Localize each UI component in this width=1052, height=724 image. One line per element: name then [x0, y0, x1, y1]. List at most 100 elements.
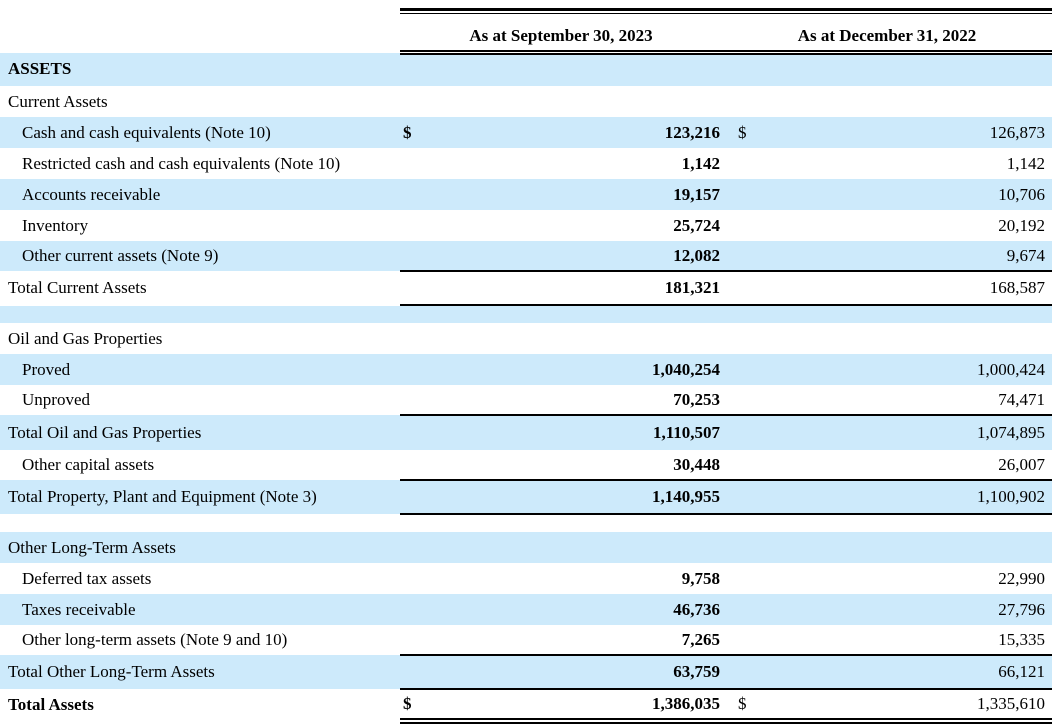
- table-body: ASSETS Current Assets Cash and cash equiva…: [0, 52, 1052, 724]
- value-2023: 25,724: [673, 215, 720, 235]
- column-header-2022: As at December 31, 2022: [722, 22, 1052, 55]
- value-2023: 9,758: [681, 568, 720, 588]
- currency-symbol-2023: [400, 532, 422, 563]
- value-2022: 9,674: [746, 241, 1052, 272]
- header-top-rule: [400, 0, 1052, 22]
- row-label: Cash and cash equivalents (Note 10): [22, 122, 271, 142]
- table-row: Total Current Assets 181,321 168,587: [0, 271, 1052, 306]
- table-row: Proved 1,040,254 1,000,424: [0, 354, 1052, 385]
- currency-symbol-2022: [722, 655, 746, 690]
- currency-symbol-2022: [722, 415, 746, 450]
- table-row: Restricted cash and cash equivalents (No…: [0, 148, 1052, 179]
- row-label: Other capital assets: [22, 455, 155, 474]
- value-2022: 1,335,610: [746, 689, 1052, 724]
- value-2022: 1,000,424: [977, 359, 1045, 379]
- currency-symbol-2022: [722, 148, 746, 179]
- row-label: Accounts receivable: [22, 184, 161, 204]
- table-row: Cash and cash equivalents (Note 10) $123,…: [0, 117, 1052, 148]
- table-row: ASSETS: [0, 52, 1052, 87]
- currency-symbol-2023: [400, 625, 422, 656]
- currency-symbol-2023: [400, 415, 422, 450]
- table-row: Other Long-Term Assets: [0, 532, 1052, 563]
- row-label: Other Long-Term Assets: [8, 537, 176, 557]
- row-label: Deferred tax assets: [22, 568, 152, 588]
- currency-symbol-2022: [722, 385, 746, 416]
- currency-symbol-2023: [400, 148, 422, 179]
- column-header-2023: As at September 30, 2023: [400, 22, 722, 55]
- value-2023: 19,157: [673, 184, 720, 204]
- row-label: Total Other Long-Term Assets: [8, 662, 215, 681]
- row-label: Total Assets: [8, 695, 94, 714]
- value-2022: [746, 86, 1052, 117]
- value-2023: 123,216: [664, 122, 720, 142]
- row-label: Taxes receivable: [22, 599, 136, 619]
- currency-symbol-2022: [722, 594, 746, 625]
- currency-symbol-2023: [400, 179, 422, 210]
- value-2022: [746, 53, 1052, 87]
- row-label: Oil and Gas Properties: [8, 328, 163, 348]
- value-2023: 12,082: [422, 241, 722, 272]
- row-label: Inventory: [22, 215, 89, 235]
- header-label-spacer: [0, 22, 400, 53]
- row-label: Restricted cash and cash equivalents (No…: [22, 153, 341, 173]
- table-row: Other long-term assets (Note 9 and 10) 7,…: [0, 625, 1052, 656]
- value-2023: 1,040,254: [652, 359, 720, 379]
- table-row: Deferred tax assets 9,758 22,990: [0, 563, 1052, 594]
- currency-symbol-2023: [400, 655, 422, 690]
- table-row: Total Property, Plant and Equipment (Not…: [0, 480, 1052, 515]
- value-2023: 70,253: [422, 385, 722, 416]
- spacer-cell: [0, 305, 1052, 323]
- currency-symbol-2022: [722, 179, 746, 210]
- spacer-row: [0, 514, 1052, 532]
- value-2023: 63,759: [422, 655, 722, 690]
- value-2023: 46,736: [673, 599, 720, 619]
- thick-thin-rule: [400, 8, 1052, 14]
- table-row: Oil and Gas Properties: [0, 323, 1052, 354]
- row-label: Current Assets: [8, 91, 108, 111]
- table-row: Other current assets (Note 9) 12,082 9,674: [0, 241, 1052, 272]
- currency-symbol-2023: [400, 86, 422, 117]
- currency-symbol-2023: [400, 450, 422, 481]
- row-label: Total Oil and Gas Properties: [8, 422, 202, 442]
- header-rule-spacer: [0, 0, 400, 22]
- value-2022: [746, 323, 1052, 354]
- row-label: Other current assets (Note 9): [22, 246, 219, 265]
- currency-symbol-2022: [722, 625, 746, 656]
- currency-symbol-2022: $: [738, 122, 746, 142]
- currency-symbol-2022: [722, 480, 746, 515]
- currency-symbol-2023: $: [403, 122, 412, 142]
- value-2022: 27,796: [998, 599, 1045, 619]
- table-row: Total Oil and Gas Properties 1,110,507 1,0…: [0, 415, 1052, 450]
- value-2023: [422, 532, 722, 563]
- value-2023: 7,265: [422, 625, 722, 656]
- value-2023: 1,386,035: [422, 689, 722, 724]
- currency-symbol-2023: [400, 241, 422, 272]
- currency-symbol-2022: [722, 532, 746, 563]
- column-header-row: As at September 30, 2023 As at December …: [0, 22, 1052, 55]
- row-label: Total Property, Plant and Equipment (Not…: [8, 487, 317, 506]
- currency-symbol-2022: [722, 241, 746, 272]
- table-row: Other capital assets 30,448 26,007: [0, 450, 1052, 481]
- value-2022: 1,142: [1006, 153, 1045, 173]
- value-2023: 1,110,507: [652, 423, 720, 442]
- value-2022: [746, 532, 1052, 563]
- currency-symbol-2023: $: [400, 689, 422, 724]
- currency-symbol-2022: [722, 271, 746, 306]
- value-2022: 66,121: [746, 655, 1052, 690]
- row-label: Unproved: [22, 390, 90, 409]
- currency-symbol-2023: [400, 271, 422, 306]
- currency-symbol-2023: [400, 594, 422, 625]
- currency-symbol-2023: [400, 480, 422, 515]
- row-label: Total Current Assets: [8, 278, 147, 297]
- row-label: ASSETS: [8, 59, 72, 79]
- table-row: Total Other Long-Term Assets 63,759 66,121: [0, 655, 1052, 690]
- currency-symbol-2023: [400, 563, 422, 594]
- value-2022: 74,471: [746, 385, 1052, 416]
- header-top-rule-row: [0, 0, 1052, 22]
- currency-symbol-2022: [722, 323, 746, 354]
- spacer-cell: [0, 514, 1052, 532]
- value-2023: [422, 86, 722, 117]
- value-2023: 1,140,955: [422, 480, 722, 515]
- value-2022: 22,990: [998, 568, 1045, 588]
- currency-symbol-2023: [400, 53, 422, 87]
